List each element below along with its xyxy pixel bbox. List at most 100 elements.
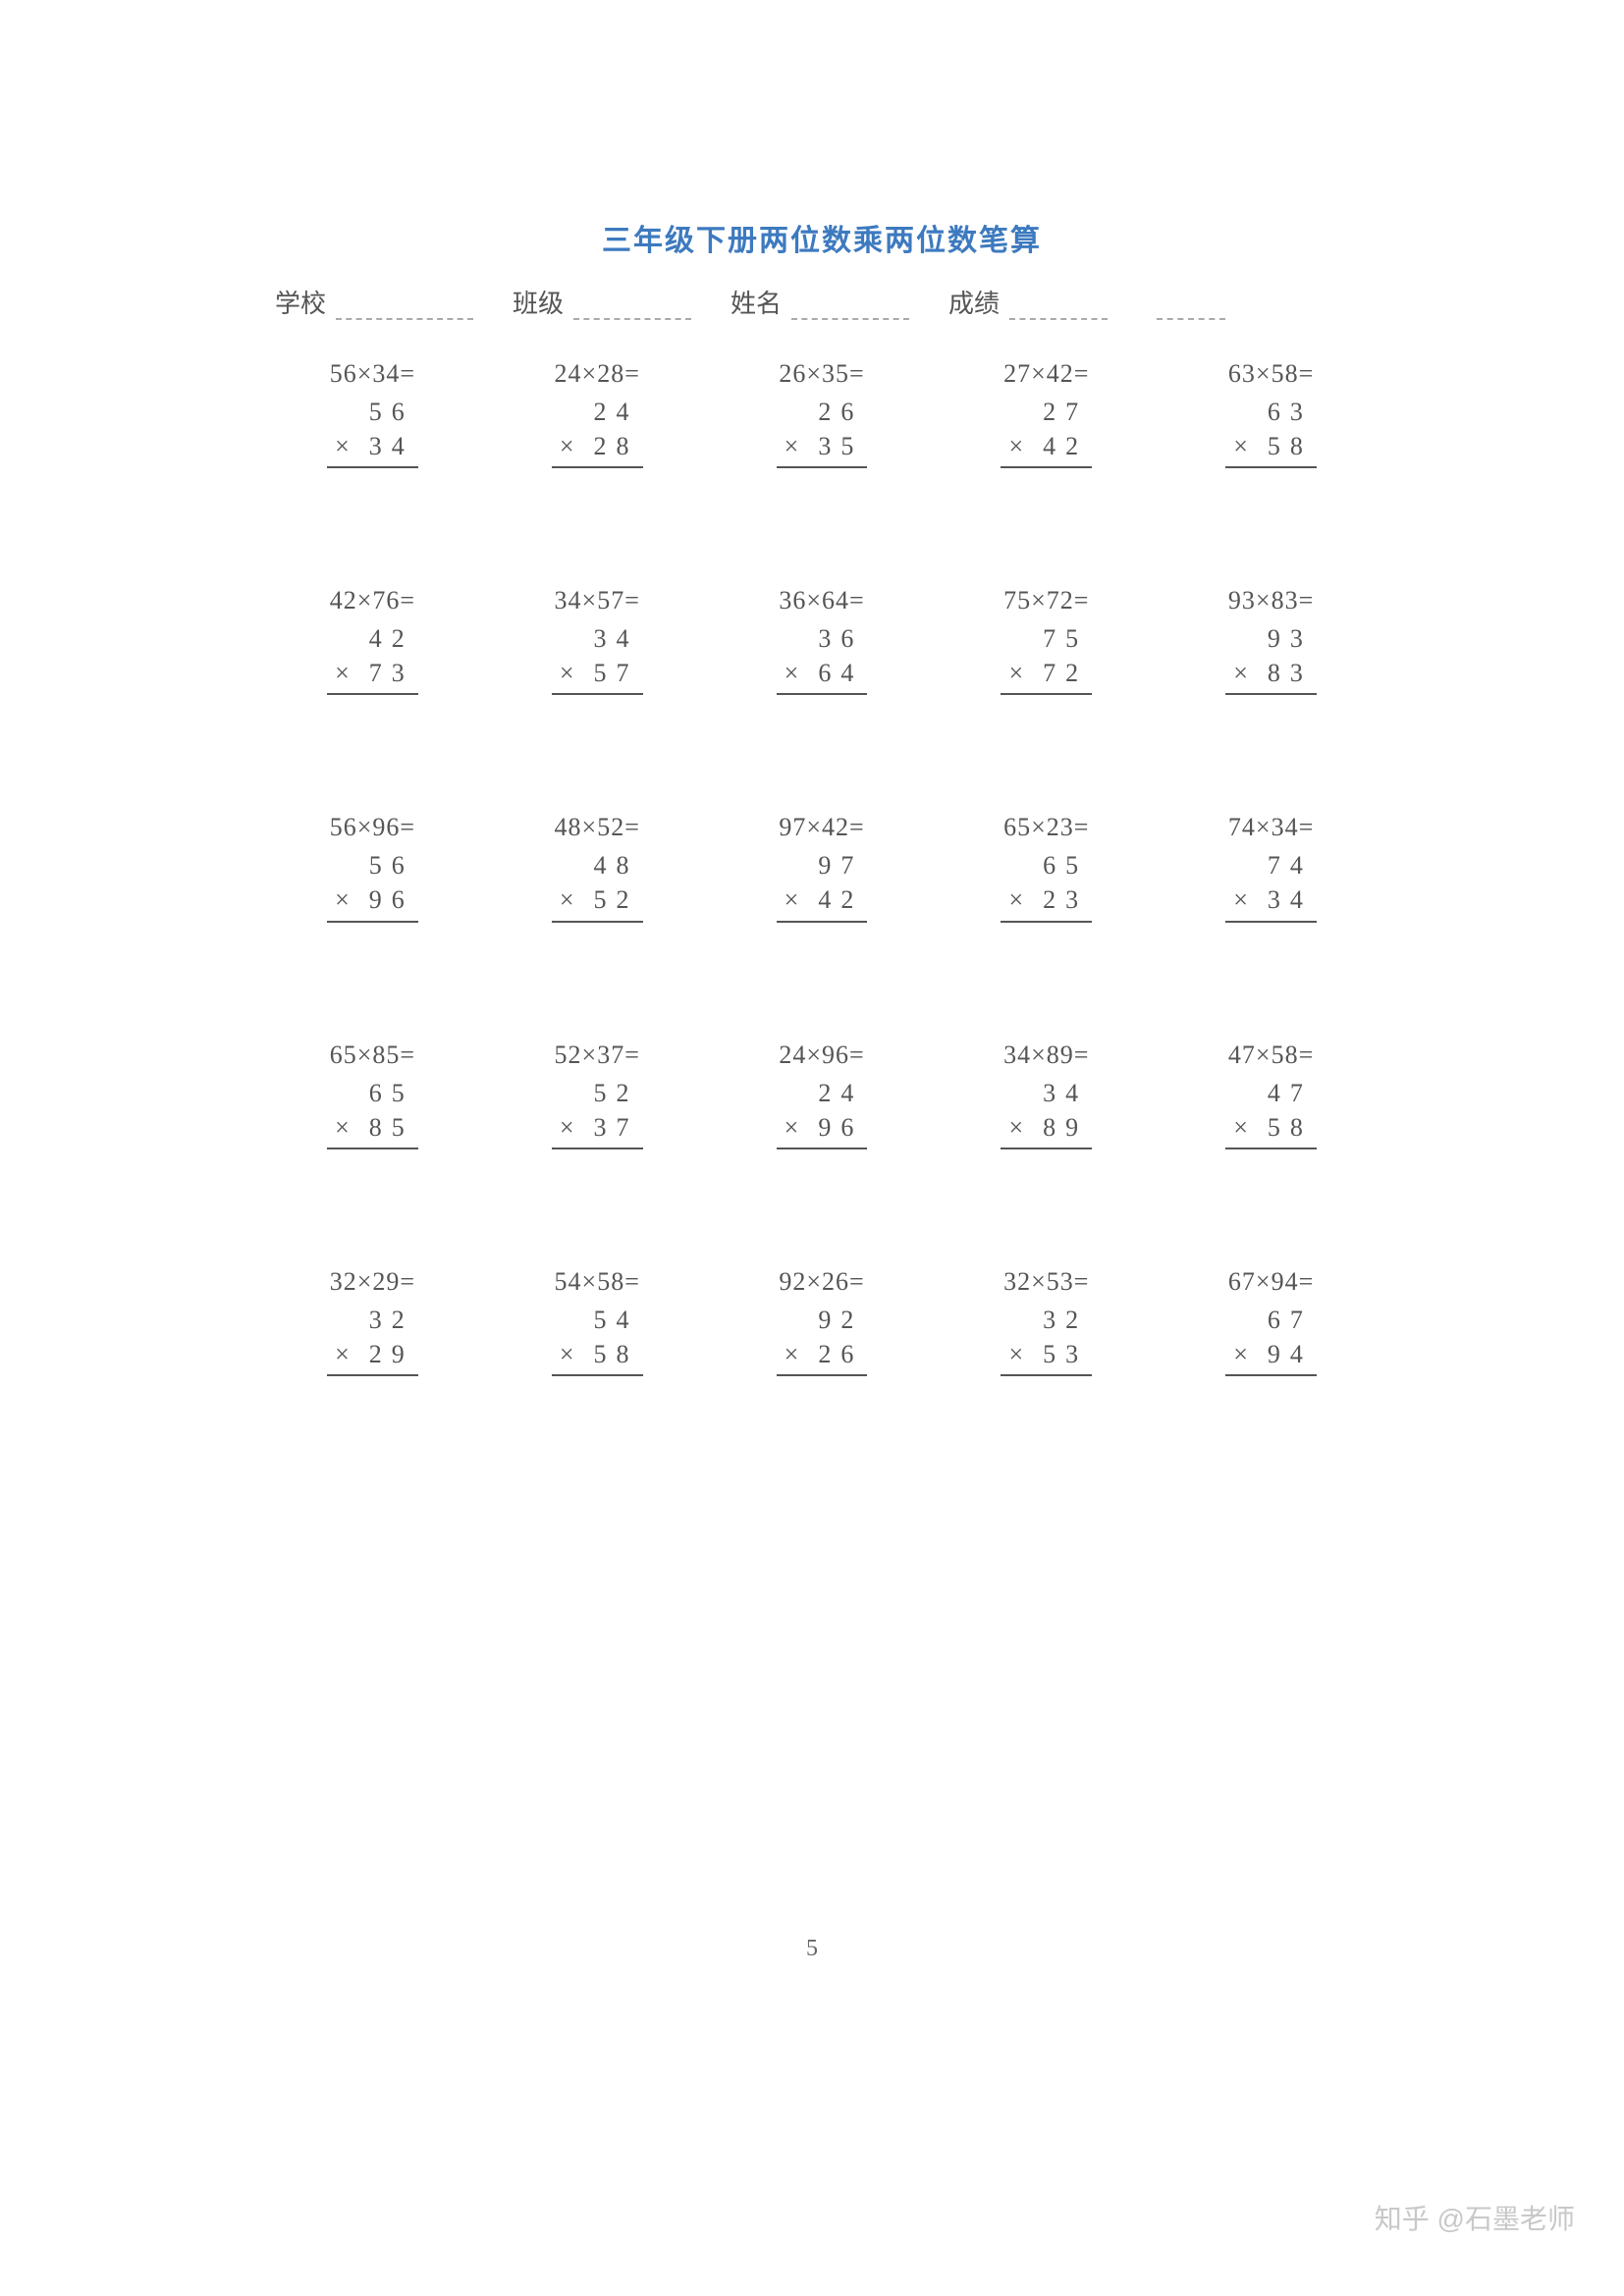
problem-cell: 63×58= 63×58 (1173, 359, 1369, 468)
times-icon: × (335, 1340, 363, 1368)
problem-expression: 26×35= (725, 359, 920, 389)
info-extra (1147, 284, 1225, 320)
watermark-text: 知乎 @石墨老师 (1375, 2198, 1575, 2237)
problem-expression: 47×58= (1173, 1041, 1369, 1070)
vertical-multiplication: 36×64 (777, 621, 868, 695)
times-icon: × (335, 885, 363, 914)
blank-class (573, 296, 691, 320)
vertical-multiplication: 56×96 (327, 848, 418, 922)
vertical-multiplication: 47×58 (1225, 1076, 1317, 1149)
problem-cell: 36×64= 36×64 (725, 586, 920, 695)
times-icon: × (1233, 659, 1262, 687)
times-icon: × (560, 1113, 588, 1142)
multiplicand: 47 (1225, 1076, 1317, 1110)
multiplier-row: ×34 (327, 429, 418, 468)
multiplicand: 24 (777, 1076, 868, 1110)
vertical-multiplication: 32×29 (327, 1303, 418, 1376)
multiplier: 83 (1268, 659, 1313, 687)
multiplier: 53 (1043, 1340, 1088, 1368)
worksheet-page: 三年级下册两位数乘两位数笔算 学校 班级 姓名 成绩 56×34=56×3424… (0, 0, 1624, 1376)
multiplier: 57 (594, 659, 639, 687)
vertical-multiplication: 42×73 (327, 621, 418, 695)
multiplicand: 32 (1001, 1303, 1092, 1337)
vertical-multiplication: 56×34 (327, 395, 418, 468)
multiplicand: 32 (327, 1303, 418, 1337)
multiplicand: 65 (1001, 848, 1092, 882)
multiplicand: 75 (1001, 621, 1092, 656)
problem-expression: 34×89= (948, 1041, 1144, 1070)
multiplier: 34 (1268, 885, 1313, 914)
vertical-multiplication: 93 ×83 (1225, 621, 1317, 695)
times-icon: × (560, 1340, 588, 1368)
multiplier-row: ×42 (1001, 429, 1092, 468)
times-icon: × (785, 1340, 813, 1368)
multiplier: 94 (1268, 1340, 1313, 1368)
vertical-multiplication: 34×89 (1001, 1076, 1092, 1149)
problem-cell: 26×35=26×35 (725, 359, 920, 468)
problem-cell: 74×34= 74 ×34 (1173, 813, 1369, 922)
problem-expression: 32×53= (948, 1267, 1144, 1297)
problem-cell: 34×89= 34×89 (948, 1041, 1144, 1149)
times-icon: × (785, 1113, 813, 1142)
problem-cell: 48×52=48×52 (500, 813, 695, 922)
label-school: 学校 (275, 284, 326, 320)
times-icon: × (785, 885, 813, 914)
multiplicand: 27 (1001, 395, 1092, 429)
problem-expression: 54×58= (500, 1267, 695, 1297)
multiplicand: 48 (552, 848, 643, 882)
multiplicand: 24 (552, 395, 643, 429)
problem-expression: 42×76= (275, 586, 470, 615)
multiplicand: 93 (1225, 621, 1317, 656)
multiplicand: 92 (777, 1303, 868, 1337)
problem-cell: 34×57=34×57 (500, 586, 695, 695)
multiplicand: 63 (1225, 395, 1317, 429)
multiplier-row: ×28 (552, 429, 643, 468)
vertical-multiplication: 24×28 (552, 395, 643, 468)
vertical-multiplication: 52×37 (552, 1076, 643, 1149)
multiplier: 58 (1268, 1113, 1313, 1142)
multiplier: 52 (594, 885, 639, 914)
problem-cell: 52×37=52×37 (500, 1041, 695, 1149)
vertical-multiplication: 74 ×34 (1225, 848, 1317, 922)
vertical-multiplication: 32×53 (1001, 1303, 1092, 1376)
problem-cell: 93×83=93×83 (1173, 586, 1369, 695)
vertical-multiplication: 65×85 (327, 1076, 418, 1149)
problem-expression: 75×72= (948, 586, 1144, 615)
multiplier-row: ×53 (1001, 1337, 1092, 1376)
problem-expression: 27×42= (948, 359, 1144, 389)
multiplicand: 67 (1225, 1303, 1317, 1337)
problem-cell: 42×76= 42×73 (275, 586, 470, 695)
multiplicand: 26 (777, 395, 868, 429)
multiplier-row: ×37 (552, 1110, 643, 1149)
multiplicand: 97 (777, 848, 868, 882)
multiplier: 42 (818, 885, 863, 914)
problem-expression: 36×64= (725, 586, 920, 615)
multiplier: 85 (369, 1113, 414, 1142)
times-icon: × (1008, 1113, 1037, 1142)
problems-grid: 56×34=56×3424×28=24×2826×35=26×3527×42=2… (275, 359, 1369, 1376)
times-icon: × (560, 432, 588, 460)
vertical-multiplication: 63×58 (1225, 395, 1317, 468)
problem-expression: 24×28= (500, 359, 695, 389)
times-icon: × (785, 432, 813, 460)
vertical-multiplication: 48×52 (552, 848, 643, 922)
multiplicand: 74 (1225, 848, 1317, 882)
problem-cell: 47×58= 47×58 (1173, 1041, 1369, 1149)
problem-cell: 24×28= 24×28 (500, 359, 695, 468)
multiplier: 34 (369, 432, 414, 460)
info-school: 学校 (275, 284, 473, 320)
blank-extra (1157, 296, 1225, 320)
times-icon: × (1233, 885, 1262, 914)
label-score: 成绩 (948, 284, 1000, 320)
problem-expression: 65×23= (948, 813, 1144, 842)
vertical-multiplication: 54×58 (552, 1303, 643, 1376)
multiplier: 72 (1043, 659, 1088, 687)
multiplier-row: ×42 (777, 882, 868, 922)
problem-expression: 63×58= (1173, 359, 1369, 389)
problem-cell: 65×85=65×85 (275, 1041, 470, 1149)
multiplier: 26 (818, 1340, 863, 1368)
multiplier-row: ×23 (1001, 882, 1092, 922)
problem-cell: 75×72=75×72 (948, 586, 1144, 695)
problem-expression: 74×34= (1173, 813, 1369, 842)
multiplicand: 52 (552, 1076, 643, 1110)
